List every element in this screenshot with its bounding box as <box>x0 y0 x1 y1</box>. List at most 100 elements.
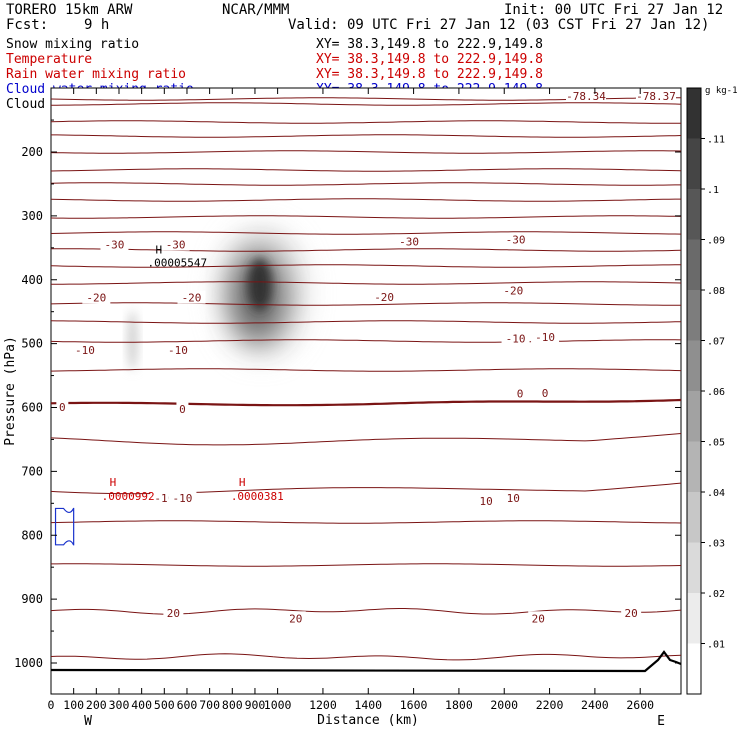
field-name: Temperature <box>6 52 92 67</box>
colorbar-tick-label: .02 <box>707 589 725 600</box>
colorbar-tick-label: .09 <box>707 236 725 247</box>
contour-label: 20 <box>625 607 638 620</box>
colorbar-swatch <box>687 88 701 139</box>
temperature-contour <box>51 102 681 106</box>
y-tick-label: 1000 <box>14 656 43 670</box>
colorbar-swatch <box>687 239 701 290</box>
x-tick-label: 700 <box>199 698 220 712</box>
colorbar-swatch <box>687 189 701 240</box>
y-tick-label: 400 <box>21 273 43 287</box>
temperature-contour <box>51 433 681 446</box>
temperature-contour <box>51 120 681 124</box>
rain-max-value: .0000381 <box>231 490 284 503</box>
x-tick-label: 1800 <box>445 698 473 712</box>
top-contour-label: -78.34 <box>566 90 606 103</box>
center-title: NCAR/MMM <box>222 2 289 18</box>
x-tick-label: 0 <box>48 698 55 712</box>
x-tick-label: 2000 <box>490 698 518 712</box>
snow-max-marker: H <box>156 243 163 256</box>
model-title: TORERO 15km ARW <box>6 2 133 18</box>
contour-label-bg <box>177 290 206 304</box>
contour-label: -10 <box>75 344 95 357</box>
header: TORERO 15km ARW NCAR/MMM Init: 00 UTC Fr… <box>6 2 723 33</box>
colorbar-swatch <box>687 340 701 391</box>
x-tick-label: 100 <box>63 698 84 712</box>
plot-frame <box>50 87 682 695</box>
contour-label-bg <box>531 330 560 344</box>
x-tick-label: 200 <box>86 698 107 712</box>
temperature-contour <box>51 520 681 524</box>
colorbar-tick-label: .08 <box>707 286 725 297</box>
x-tick-label: 300 <box>109 698 130 712</box>
valid-time: Valid: 09 UTC Fri 27 Jan 12 (03 CST Fri … <box>288 17 709 33</box>
x-tick-label: 1600 <box>400 698 428 712</box>
contour-label-bg <box>161 237 190 251</box>
temperature-contours <box>51 97 681 661</box>
y-tick-label: 600 <box>21 401 43 415</box>
temperature-contour <box>51 608 681 615</box>
rain-max-marker: H <box>110 476 117 489</box>
contour-label-bg <box>528 611 549 625</box>
contour-label-bg <box>621 606 642 620</box>
temperature-contour <box>51 248 681 252</box>
x-tick-label: 2400 <box>581 698 609 712</box>
top-label-bg <box>566 90 606 101</box>
x-tick-label: 1400 <box>354 698 382 712</box>
colorbar-swatch <box>687 138 701 189</box>
contour-label: -30 <box>105 239 125 252</box>
contour-label-bg <box>168 491 197 505</box>
temperature-contour <box>51 134 681 138</box>
x-tick-label: 400 <box>131 698 152 712</box>
temperature-contour <box>51 215 681 219</box>
colorbar-swatch <box>687 593 701 644</box>
contour-label: -30 <box>399 235 419 248</box>
temperature-contour <box>51 198 681 202</box>
field-xy: XY= 38.3,149.8 to 222.9,149.8 <box>316 67 543 82</box>
contour-label-bg <box>476 493 497 507</box>
temperature-contour <box>51 368 681 372</box>
contour-label: -20 <box>182 292 202 305</box>
contour-label-bg <box>514 386 527 400</box>
contour-label: 0 <box>517 387 524 400</box>
y-tick-label: 800 <box>21 528 43 542</box>
contour-label-bg <box>70 343 99 357</box>
contour-label-bg <box>163 343 192 357</box>
field-xy: XY= 38.3,149.8 to 222.9,149.8 <box>316 37 543 52</box>
contour-label-bg <box>100 237 129 251</box>
x-tick-label: 800 <box>222 698 243 712</box>
contour-label-bg <box>501 232 530 246</box>
colorbar-tick-label: .1 <box>707 185 719 196</box>
temperature-contour <box>51 563 681 567</box>
contour-label: -10 <box>535 331 555 344</box>
x-tick-label: 500 <box>154 698 175 712</box>
temperature-contour <box>51 231 681 235</box>
contour-label: 0 <box>542 387 549 400</box>
y-tick-label: 200 <box>21 145 43 159</box>
contour-label-bg <box>56 399 69 413</box>
contour-label-bg <box>539 385 552 399</box>
contour-label: -10 <box>173 492 193 505</box>
contour-label: -20 <box>86 292 106 305</box>
west-end-label: W <box>84 714 92 729</box>
temperature-contour <box>51 302 681 306</box>
colorbar-tick-label: .05 <box>707 438 725 449</box>
x-tick-label: 2600 <box>626 698 654 712</box>
contour-label: -30 <box>506 234 526 247</box>
colorbar-tick-label: .07 <box>707 337 725 348</box>
temperature-contour <box>51 281 681 285</box>
x-tick-label: 600 <box>177 698 198 712</box>
colorbar-swatch <box>687 391 701 442</box>
cloud-water-outline <box>54 507 75 546</box>
contour-label: -20 <box>503 285 523 298</box>
y-tick-label: 900 <box>21 592 43 606</box>
x-axis-label: Distance (km) <box>317 713 419 728</box>
colorbar: .01 .02 .03 .04 .05 .06 .07 .08 .09 .1 .11 g kg-1 <box>686 86 738 695</box>
colorbar-tick-label: .04 <box>707 488 725 499</box>
temperature-contour <box>51 150 681 154</box>
colorbar-swatch <box>687 542 701 593</box>
snow-max-value: .00005547 <box>148 256 208 269</box>
contour-label-bg <box>285 611 306 625</box>
